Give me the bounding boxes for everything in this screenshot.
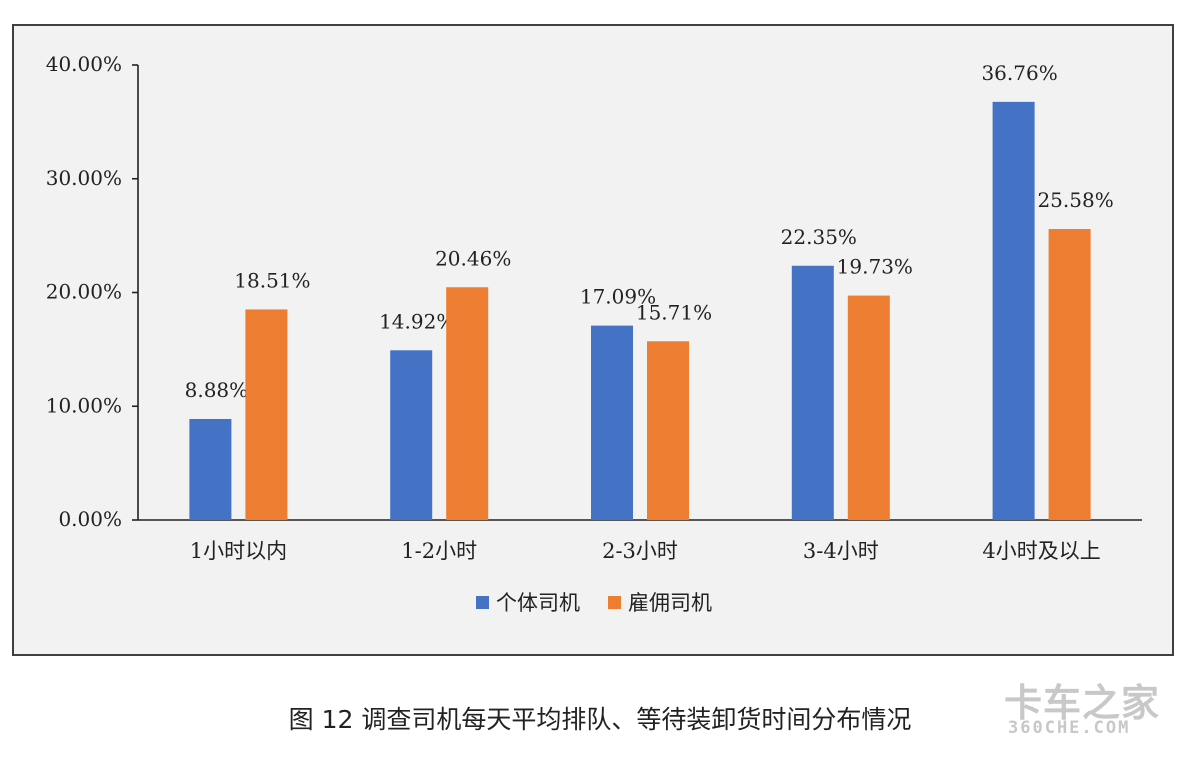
legend-swatch bbox=[476, 596, 489, 609]
data-label: 22.35% bbox=[781, 225, 857, 249]
figure-caption: 图 12 调查司机每天平均排队、等待装卸货时间分布情况 bbox=[288, 705, 912, 734]
data-label: 20.46% bbox=[435, 246, 511, 270]
bar bbox=[591, 325, 633, 520]
x-category-label: 3-4小时 bbox=[803, 539, 879, 563]
bar-chart: 0.00% 10.00% 20.00% 30.00% 40.00% 8.88% 18.51%… bbox=[46, 52, 1142, 615]
bar bbox=[647, 341, 689, 520]
bar bbox=[189, 418, 232, 520]
data-label: 17.09% bbox=[580, 285, 656, 309]
x-category-label: 2-3小时 bbox=[602, 539, 678, 563]
data-label: 15.71% bbox=[636, 300, 712, 324]
data-label: 18.51% bbox=[234, 268, 310, 292]
legend-label: 个体司机 bbox=[496, 591, 580, 615]
y-tick-label: 20.00% bbox=[46, 280, 122, 304]
bar bbox=[245, 309, 288, 520]
bar bbox=[847, 295, 890, 520]
x-category-label: 1小时以内 bbox=[190, 539, 287, 563]
x-category-label: 4小时及以上 bbox=[982, 539, 1100, 563]
data-label: 19.73% bbox=[837, 255, 913, 279]
y-tick-label: 0.00% bbox=[58, 507, 122, 531]
watermark-logo: 卡车之家 360CHE.COM bbox=[1004, 672, 1184, 752]
bar bbox=[1048, 229, 1091, 520]
bar bbox=[992, 101, 1035, 520]
bar bbox=[390, 350, 433, 520]
bar bbox=[446, 287, 489, 520]
y-tick-label: 10.00% bbox=[46, 393, 122, 417]
data-label: 36.76% bbox=[981, 61, 1057, 85]
data-label: 8.88% bbox=[185, 378, 249, 402]
legend-label: 雇佣司机 bbox=[628, 591, 712, 615]
legend-swatch bbox=[608, 596, 621, 609]
y-tick-label: 30.00% bbox=[46, 166, 122, 190]
chart-frame: 0.00% 10.00% 20.00% 30.00% 40.00% 8.88% 18.51%… bbox=[12, 24, 1174, 656]
y-tick-label: 40.00% bbox=[46, 52, 122, 76]
x-category-label: 1-2小时 bbox=[401, 539, 477, 563]
watermark-text: 卡车之家 bbox=[1004, 681, 1161, 725]
data-label: 14.92% bbox=[379, 309, 455, 333]
watermark-url: 360CHE.COM bbox=[1008, 718, 1131, 738]
bar bbox=[791, 265, 834, 520]
data-label: 25.58% bbox=[1037, 188, 1113, 212]
